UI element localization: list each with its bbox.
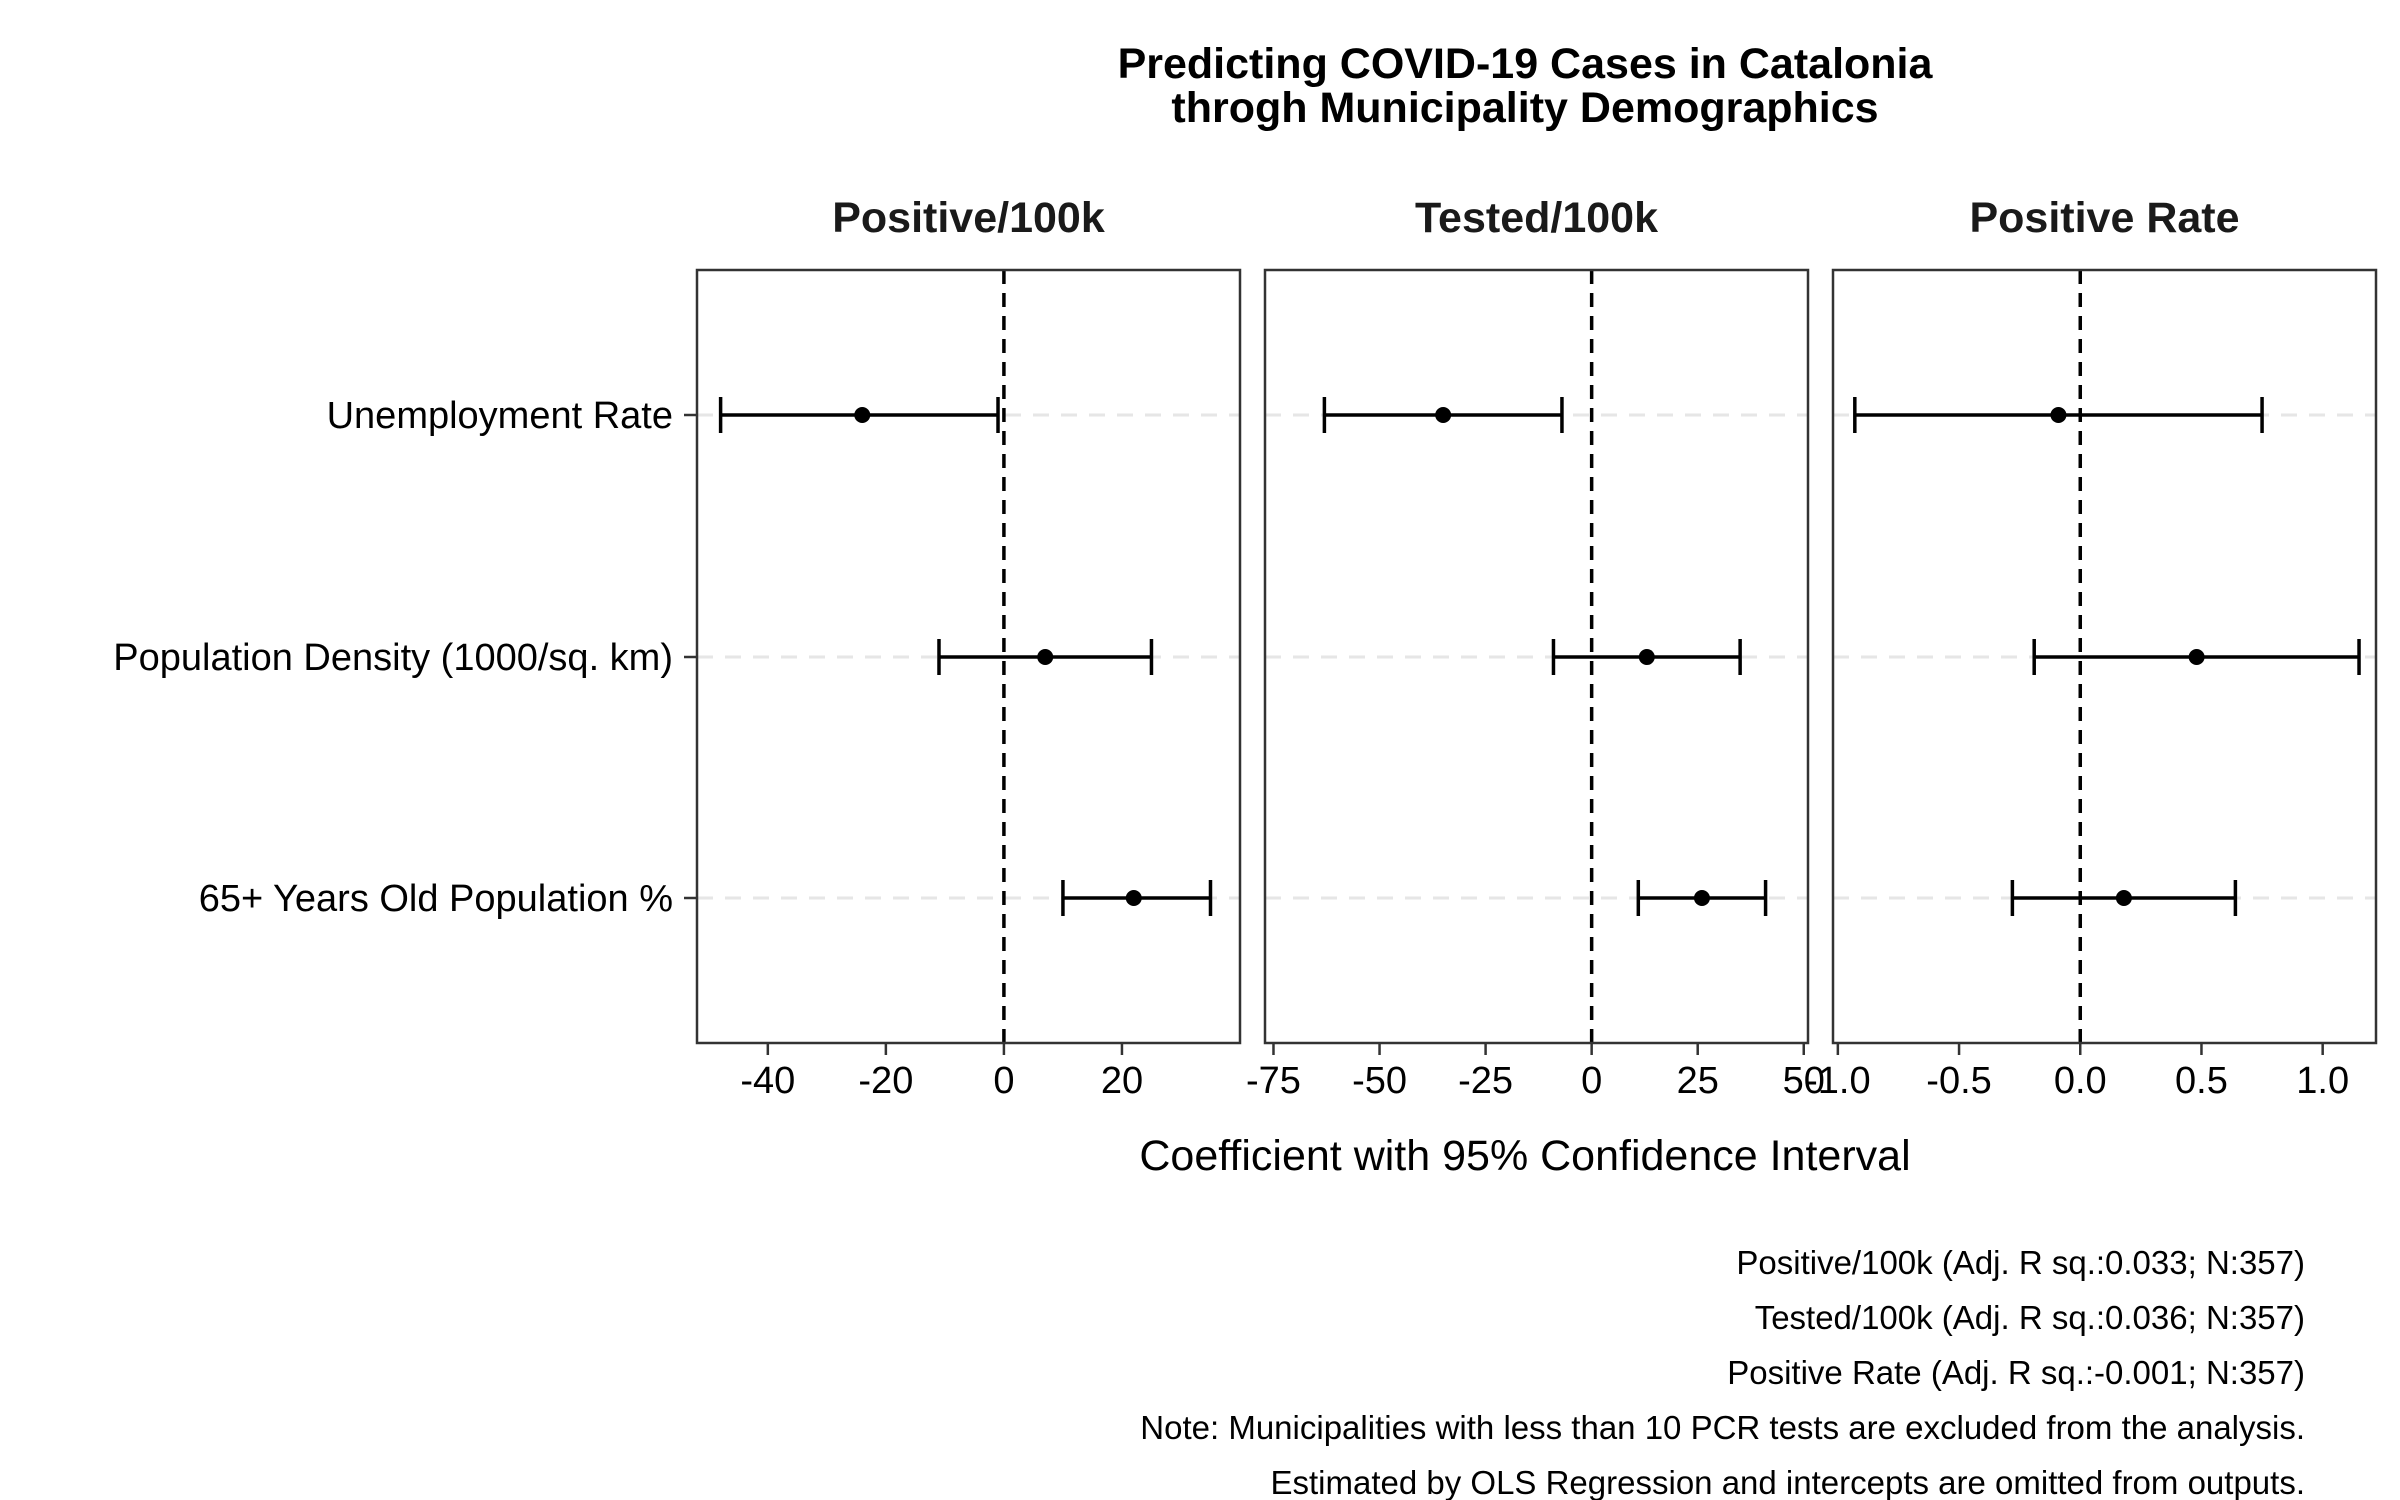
x-tick-label: 0 [1581, 1060, 1602, 1102]
facet-title: Positive/100k [832, 194, 1105, 242]
estimate-point [1435, 407, 1452, 423]
x-tick-label: 0.0 [2054, 1060, 2107, 1102]
caption-line: Tested/100k (Adj. R sq.:0.036; N:357) [1755, 1299, 2305, 1336]
facet-title: Tested/100k [1415, 194, 1658, 242]
facet-panels: Positive/100k -40 -20 0 20 Tested/100k -75 -50 -… [695, 194, 2378, 1102]
caption-line: Positive/100k (Adj. R sq.:0.033; N:357) [1736, 1244, 2305, 1281]
errorbar-unemployment-rate [1853, 397, 2264, 433]
x-tick-label: -1.0 [1805, 1060, 1870, 1102]
y-axis-labels: Unemployment Rate Population Density (100… [113, 395, 697, 920]
caption-line: Positive Rate (Adj. R sq.:-0.001; N:357) [1727, 1354, 2305, 1391]
errorbar-population-density-1000-sq-km [937, 639, 1154, 675]
panel-border [1831, 268, 2378, 1045]
x-axis-title: Coefficient with 95% Confidence Interval [1139, 1132, 1910, 1180]
x-tick-label: -50 [1352, 1060, 1407, 1102]
x-tick-label: -20 [858, 1060, 913, 1102]
errorbar-population-density-1000-sq-km [2032, 639, 2361, 675]
estimate-point [854, 407, 871, 423]
panel-positive-rate: Positive Rate -1.0 -0.5 0.0 0.5 1.0 [1805, 194, 2378, 1102]
caption-line: Note: Municipalities with less than 10 P… [1140, 1409, 2305, 1446]
estimate-point [2050, 407, 2067, 423]
panel-border [1263, 268, 1810, 1045]
chart-title-line-1: Predicting COVID-19 Cases in Catalonia [1118, 40, 1934, 88]
x-tick-label: -25 [1458, 1060, 1513, 1102]
x-tick-label: 0 [993, 1060, 1014, 1102]
y-label-population-density-1000-sq-km: Population Density (1000/sq. km) [113, 637, 673, 679]
chart-title-line-2: throgh Municipality Demographics [1171, 84, 1878, 132]
y-label-65-years-old-population: 65+ Years Old Population % [199, 878, 673, 920]
errorbar-65-years-old-population [1636, 880, 1768, 916]
x-tick-label: 25 [1677, 1060, 1719, 1102]
x-tick-label: 1.0 [2296, 1060, 2349, 1102]
x-tick-label: -40 [740, 1060, 795, 1102]
estimate-point [2188, 649, 2205, 665]
estimate-point [1125, 890, 1142, 906]
panel-border [695, 268, 1242, 1045]
caption-line: Estimated by OLS Regression and intercep… [1270, 1464, 2305, 1500]
errorbar-unemployment-rate [1322, 397, 1564, 433]
estimate-point [1037, 649, 1054, 665]
captions: Positive/100k (Adj. R sq.:0.033; N:357) T… [1140, 1244, 2305, 1500]
errorbar-65-years-old-population [1061, 880, 1213, 916]
panel-positive-100k: Positive/100k -40 -20 0 20 [695, 194, 1242, 1102]
x-tick-label: 0.5 [2175, 1060, 2228, 1102]
x-tick-label: -75 [1246, 1060, 1301, 1102]
errorbar-population-density-1000-sq-km [1551, 639, 1742, 675]
errorbar-unemployment-rate [718, 397, 1000, 433]
x-tick-label: -0.5 [1926, 1060, 1991, 1102]
errorbar-65-years-old-population [2010, 880, 2238, 916]
y-label-unemployment-rate: Unemployment Rate [327, 395, 673, 437]
facet-title: Positive Rate [1969, 194, 2239, 242]
estimate-point [2115, 890, 2132, 906]
x-tick-label: 20 [1101, 1060, 1143, 1102]
x-tick-label: 50 [1783, 1060, 1825, 1102]
panel-tested-100k: Tested/100k -75 -50 -25 0 25 50 [1246, 194, 1825, 1102]
estimate-point [1693, 890, 1710, 906]
estimate-point [1638, 649, 1655, 665]
